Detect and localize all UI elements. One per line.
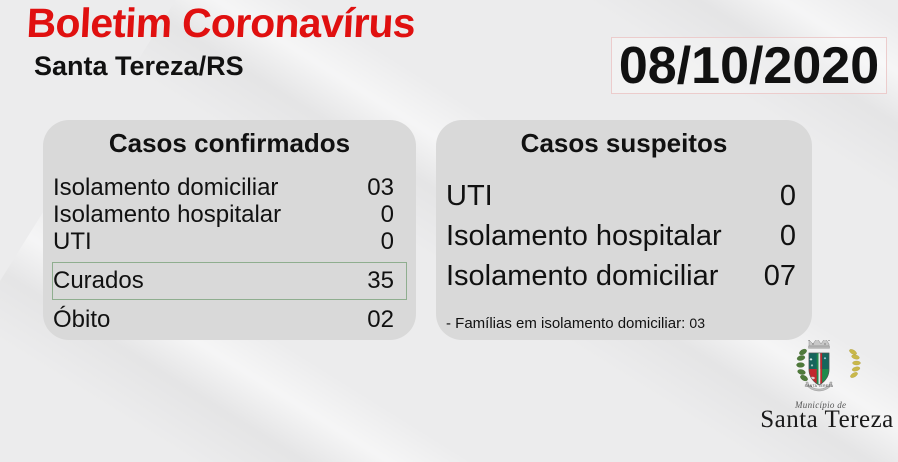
svg-text:SANTA TEREZA: SANTA TEREZA [805, 384, 834, 388]
